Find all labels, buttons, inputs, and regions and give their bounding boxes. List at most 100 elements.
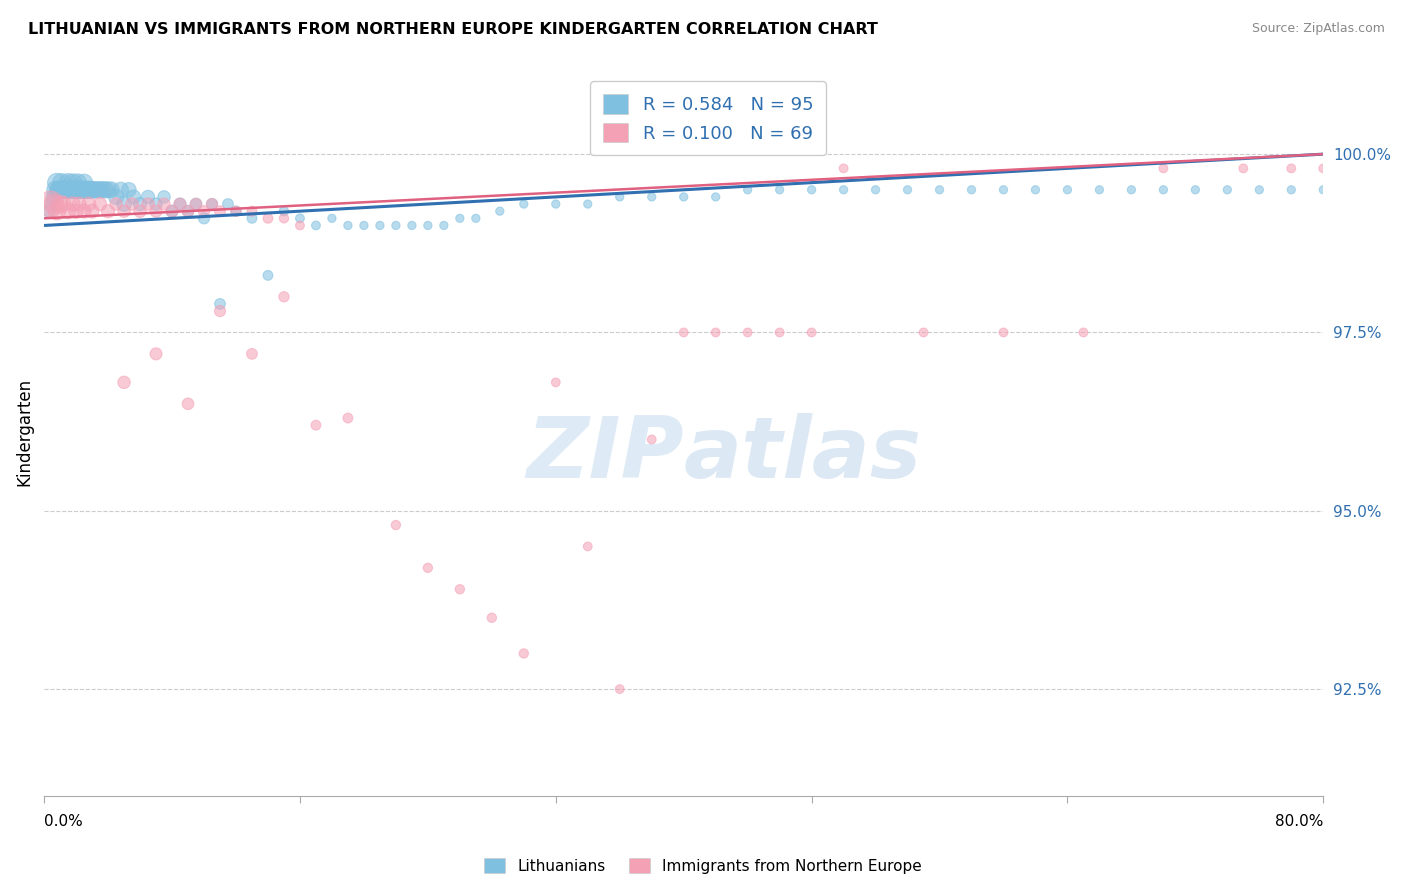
Point: [704, 326, 727, 340]
Point: [67, 183, 90, 197]
Point: [401, 219, 423, 233]
Point: [769, 183, 792, 197]
Point: [832, 161, 855, 176]
Point: [112, 197, 135, 211]
Point: [896, 183, 918, 197]
Point: [160, 204, 183, 219]
Point: [49, 197, 72, 211]
Point: [53, 183, 76, 197]
Point: [273, 204, 295, 219]
Point: [257, 211, 280, 226]
Point: [60, 183, 83, 197]
Point: [576, 197, 599, 211]
Point: [97, 183, 120, 197]
Point: [55, 183, 77, 197]
Point: [336, 219, 359, 233]
Point: [704, 190, 727, 204]
Point: [80, 204, 103, 219]
Point: [464, 211, 486, 226]
Point: [184, 197, 207, 211]
Text: ZIP: ZIP: [526, 413, 683, 496]
Point: [89, 197, 111, 211]
Point: [288, 211, 311, 226]
Point: [76, 183, 98, 197]
Point: [112, 376, 135, 390]
Point: [672, 326, 695, 340]
Point: [1344, 161, 1367, 176]
Point: [1312, 161, 1334, 176]
Point: [449, 211, 471, 226]
Point: [912, 326, 935, 340]
Point: [1216, 183, 1239, 197]
Point: [122, 190, 145, 204]
Point: [169, 197, 191, 211]
Point: [928, 183, 950, 197]
Point: [184, 197, 207, 211]
Text: Source: ZipAtlas.com: Source: ZipAtlas.com: [1251, 22, 1385, 36]
Point: [105, 190, 128, 204]
Point: [1376, 161, 1399, 176]
Point: [87, 183, 110, 197]
Point: [609, 190, 631, 204]
Point: [240, 204, 263, 219]
Point: [169, 197, 191, 211]
Point: [129, 204, 152, 219]
Text: atlas: atlas: [683, 413, 922, 496]
Point: [65, 183, 87, 197]
Point: [100, 183, 122, 197]
Point: [62, 176, 84, 190]
Point: [1073, 326, 1095, 340]
Point: [65, 204, 87, 219]
Point: [56, 204, 79, 219]
Point: [42, 190, 65, 204]
Point: [544, 197, 567, 211]
Point: [737, 326, 759, 340]
Point: [1056, 183, 1078, 197]
Legend: R = 0.584   N = 95, R = 0.100   N = 69: R = 0.584 N = 95, R = 0.100 N = 69: [591, 81, 825, 155]
Point: [800, 183, 823, 197]
Point: [609, 682, 631, 697]
Point: [201, 197, 224, 211]
Text: LITHUANIAN VS IMMIGRANTS FROM NORTHERN EUROPE KINDERGARTEN CORRELATION CHART: LITHUANIAN VS IMMIGRANTS FROM NORTHERN E…: [28, 22, 877, 37]
Point: [153, 190, 176, 204]
Point: [273, 290, 295, 304]
Point: [385, 518, 408, 533]
Point: [90, 183, 112, 197]
Point: [177, 204, 200, 219]
Y-axis label: Kindergarten: Kindergarten: [15, 378, 32, 486]
Point: [97, 204, 120, 219]
Point: [48, 183, 70, 197]
Point: [225, 204, 247, 219]
Point: [77, 197, 100, 211]
Point: [208, 297, 231, 311]
Point: [832, 183, 855, 197]
Point: [73, 204, 96, 219]
Point: [385, 219, 408, 233]
Point: [84, 183, 107, 197]
Point: [129, 197, 152, 211]
Point: [641, 190, 664, 204]
Point: [67, 197, 90, 211]
Point: [56, 176, 79, 190]
Point: [416, 561, 439, 575]
Point: [70, 183, 93, 197]
Legend: Lithuanians, Immigrants from Northern Europe: Lithuanians, Immigrants from Northern Eu…: [478, 852, 928, 880]
Point: [136, 190, 159, 204]
Point: [305, 418, 328, 433]
Point: [1249, 183, 1271, 197]
Point: [1376, 183, 1399, 197]
Point: [66, 176, 89, 190]
Point: [201, 197, 224, 211]
Point: [769, 326, 792, 340]
Point: [1344, 183, 1367, 197]
Point: [1152, 161, 1174, 176]
Point: [1279, 183, 1302, 197]
Point: [208, 204, 231, 219]
Point: [217, 197, 239, 211]
Point: [208, 304, 231, 318]
Point: [118, 183, 141, 197]
Point: [42, 197, 65, 211]
Point: [38, 204, 60, 219]
Point: [73, 176, 96, 190]
Point: [145, 347, 167, 361]
